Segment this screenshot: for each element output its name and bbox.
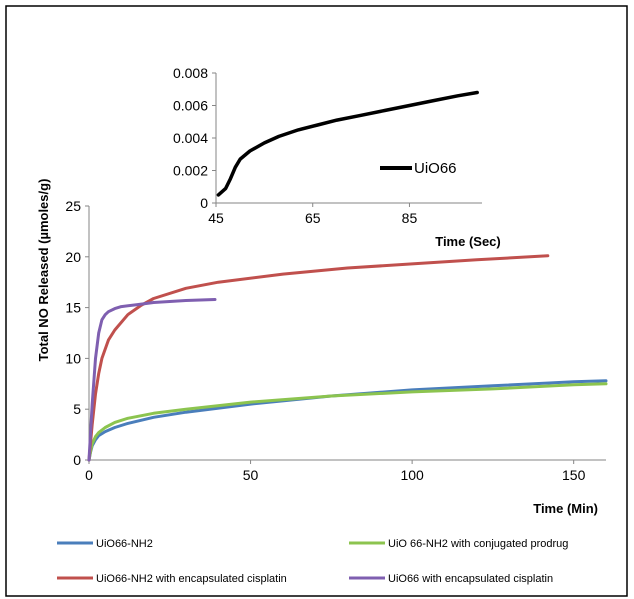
legend: UiO66-NH2 UiO 66-NH2 with conjugated prod…: [57, 538, 568, 585]
main-y-tick-label: 5: [73, 401, 81, 417]
inset-legend: UiO66: [380, 160, 457, 177]
main-series-line-2: [87, 382, 608, 462]
main-x-tick-label: 0: [85, 467, 93, 483]
legend-label-1: UiO66-NH2: [96, 538, 153, 550]
inset-y-tick-label: 0: [200, 195, 208, 211]
inset-y-tick-label: 0.006: [173, 98, 208, 114]
main-x-tick-label: 100: [400, 467, 424, 483]
inset-x-axis-title: Time (Sec): [435, 234, 501, 249]
main-y-tick-label: 10: [65, 350, 81, 366]
main-plot: 0 5 10 15 20 25 0 50 100 150: [65, 198, 608, 483]
main-y-tick-label: 15: [65, 300, 81, 316]
inset-series-line-1: [216, 90, 479, 197]
inset-y-tick-label: 0.004: [173, 130, 208, 146]
inset-y-tick-label: 0.008: [173, 65, 208, 81]
main-series-line-4: [87, 298, 217, 462]
main-x-tick-label: 150: [562, 467, 586, 483]
main-x-axis-title: Time (Min): [533, 501, 598, 516]
inset-background: [208, 72, 483, 204]
inset-x-tick-label: 65: [305, 210, 321, 226]
inset-y-tick-label: 0.002: [173, 163, 208, 179]
main-x-tick-label: 50: [243, 467, 259, 483]
legend-label-3: UiO66-NH2 with encapsulated cisplatin: [96, 573, 287, 585]
inset-plot: 0 0.002 0.004 0.006 0.008 45 65 85 UiO66: [173, 65, 483, 226]
main-y-axis-title: Total NO Released (µmoles/g): [36, 179, 51, 362]
main-y-tick-label: 20: [65, 249, 81, 265]
inset-legend-label: UiO66: [414, 160, 457, 177]
legend-label-2: UiO 66-NH2 with conjugated prodrug: [388, 538, 568, 550]
legend-label-4: UiO66 with encapsulated cisplatin: [388, 573, 553, 585]
main-y-tick-label: 25: [65, 198, 81, 214]
inset-x-tick-label: 45: [208, 210, 224, 226]
inset-x-tick-label: 85: [402, 210, 418, 226]
main-y-tick-label: 0: [73, 452, 81, 468]
